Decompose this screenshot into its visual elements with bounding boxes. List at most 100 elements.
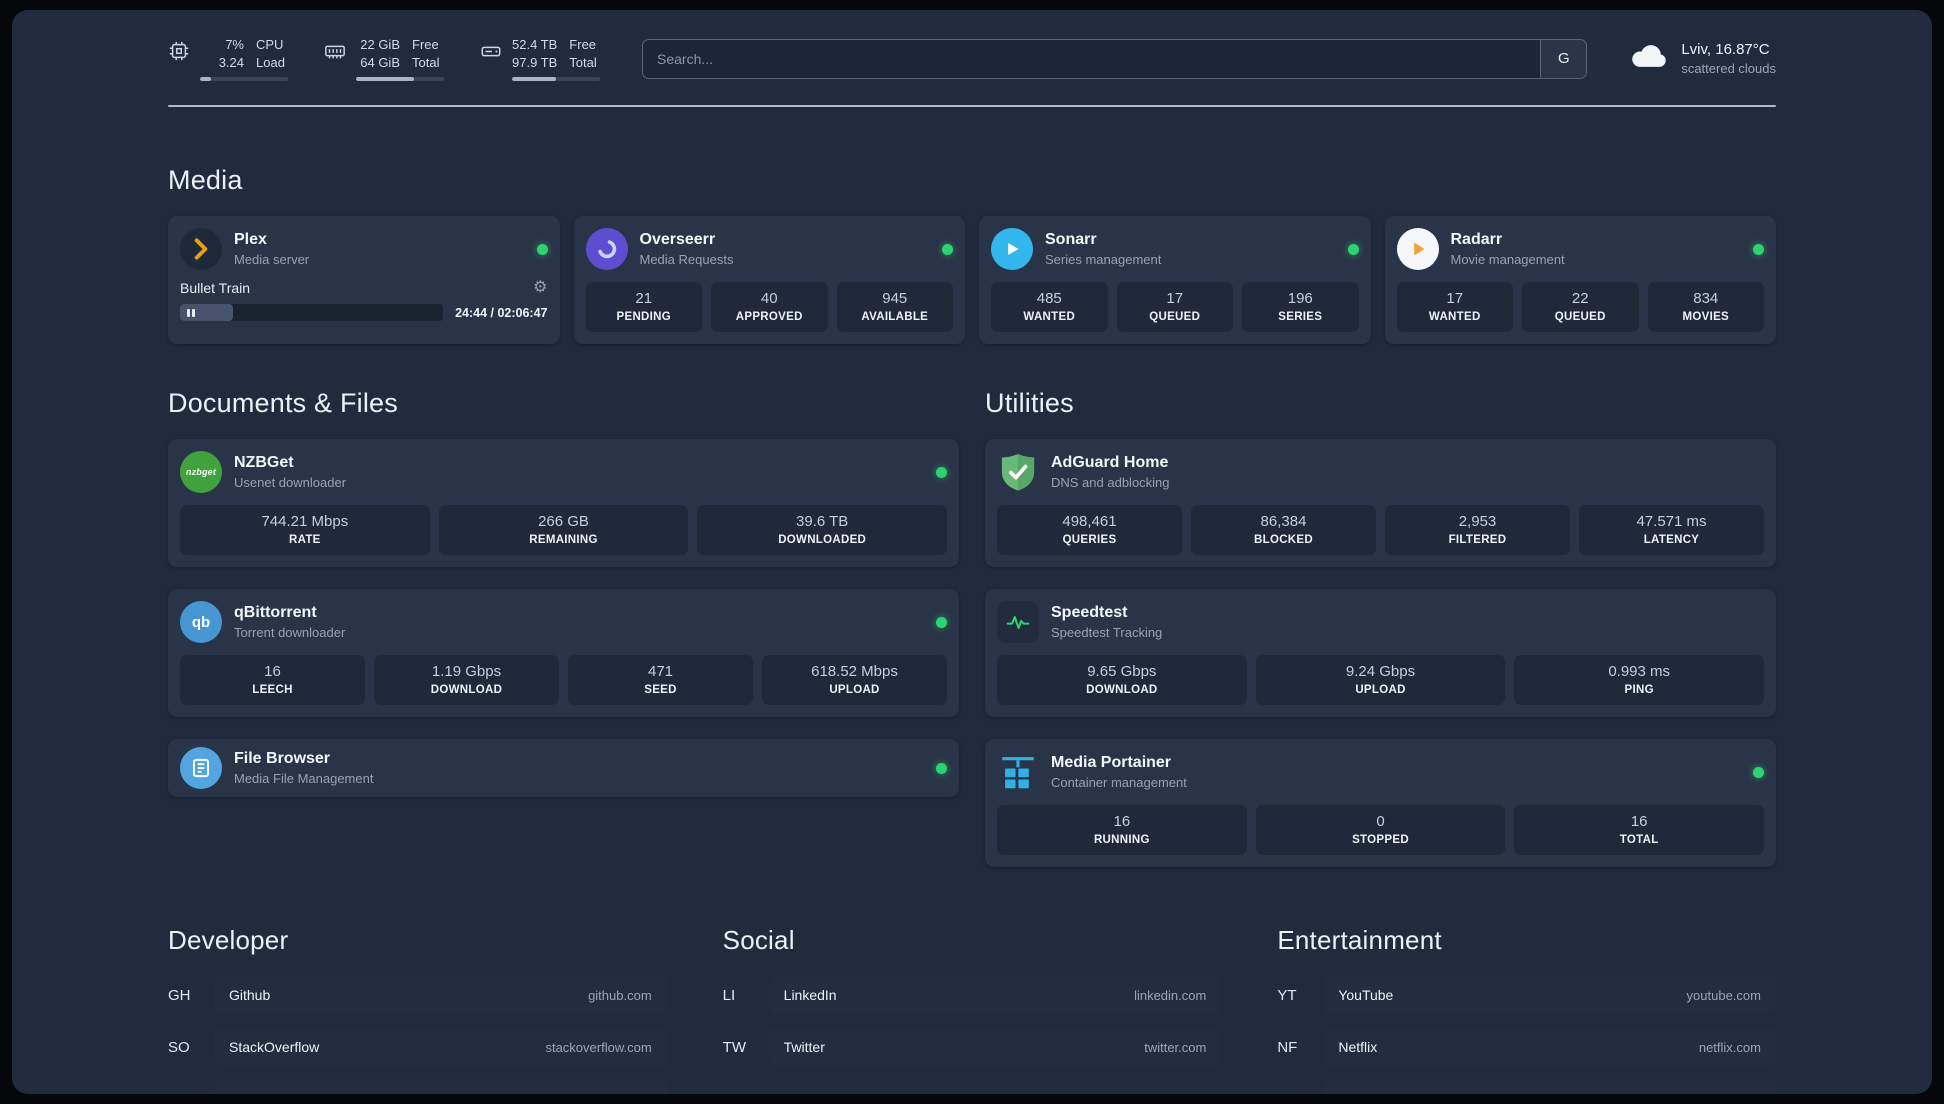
cpu-usage-bar xyxy=(200,76,288,81)
app-description: Series management xyxy=(1045,252,1162,267)
portainer-card: Media Portainer Container management 16 … xyxy=(985,739,1776,867)
qbittorrent-card: qb qBittorrent Torrent downloader 16 LEE… xyxy=(168,589,959,717)
list-item: RE Reddit reddit.com xyxy=(1277,1080,1776,1094)
speedtest-link[interactable]: Speedtest Speedtest Tracking xyxy=(1051,604,1162,640)
app-description: Media File Management xyxy=(234,771,374,786)
filebrowser-icon xyxy=(180,747,222,789)
status-dot xyxy=(936,762,947,774)
playback-progress-bar[interactable] xyxy=(180,304,444,321)
plex-card: Plex Media server Bullet Train ⚙ 24:44 /… xyxy=(168,216,560,344)
adguard-link[interactable]: AdGuard Home DNS and adblocking xyxy=(1051,454,1170,490)
search-input[interactable] xyxy=(643,39,1541,78)
stat-tile: 86,384 BLOCKED xyxy=(1191,505,1376,555)
radarr-icon xyxy=(1396,228,1439,270)
stat-tile: 945 AVAILABLE xyxy=(836,282,953,332)
memory-total-value: 64 GiB xyxy=(360,54,400,70)
media-card-grid: Plex Media server Bullet Train ⚙ 24:44 /… xyxy=(168,216,1776,344)
stat-tile: 9.24 Gbps UPLOAD xyxy=(1255,655,1506,705)
bookmark-groups: Developer GH Github github.com SO StackO… xyxy=(168,925,1776,1094)
app-name: Sonarr xyxy=(1045,231,1097,248)
bookmark-abbr: SO xyxy=(168,1038,190,1056)
section-title-entertainment: Entertainment xyxy=(1277,925,1442,955)
list-item: TW Twitter twitter.com xyxy=(723,1028,1222,1066)
app-description: Torrent downloader xyxy=(234,625,346,640)
bookmark-link-reddit[interactable]: Reddit reddit.com xyxy=(1323,1080,1776,1094)
weather-widget: Lviv, 16.87°C scattered clouds xyxy=(1629,36,1776,81)
memory-free-value: 22 GiB xyxy=(360,36,400,52)
section-title-documents: Documents & Files xyxy=(168,388,398,418)
stat-tile: 266 GB REMAINING xyxy=(438,505,689,555)
app-description: Media server xyxy=(234,252,310,267)
list-item: GH Github github.com xyxy=(168,976,667,1014)
bookmark-abbr: TW xyxy=(722,1038,746,1056)
bookmark-link-dev[interactable]: DEV dev.to xyxy=(214,1080,667,1094)
search-engine-button[interactable]: G xyxy=(1540,39,1587,78)
bookmark-abbr: LI xyxy=(722,986,736,1004)
radarr-link[interactable]: Radarr Movie management xyxy=(1451,231,1565,267)
bookmark-link-linkedin[interactable]: LinkedIn linkedin.com xyxy=(768,976,1222,1014)
gear-icon[interactable]: ⚙ xyxy=(533,279,548,296)
cpu-load-value: 3.24 xyxy=(218,54,244,70)
filebrowser-card: File Browser Media File Management xyxy=(168,739,959,797)
stat-tile: 39.6 TB DOWNLOADED xyxy=(697,505,948,555)
app-name: AdGuard Home xyxy=(1051,454,1169,471)
memory-total-label: Total xyxy=(412,54,440,70)
bookmark-link-github[interactable]: Github github.com xyxy=(214,976,667,1014)
stat-tile: 16 RUNNING xyxy=(997,805,1247,855)
app-description: Movie management xyxy=(1450,252,1565,267)
status-dot xyxy=(936,616,947,628)
plex-now-playing-widget: Bullet Train ⚙ 24:44 / 02:06:47 xyxy=(180,280,548,321)
plex-icon xyxy=(180,228,222,270)
filebrowser-link[interactable]: File Browser Media File Management xyxy=(234,750,373,786)
overseerr-icon xyxy=(585,228,628,270)
status-dot xyxy=(1753,243,1764,255)
sonarr-link[interactable]: Sonarr Series management xyxy=(1045,231,1161,267)
documents-column: Documents & Files nzbget NZBGet Usenet d… xyxy=(168,388,959,867)
bookmark-abbr: GH xyxy=(168,986,191,1004)
stat-tile: 21 PENDING xyxy=(585,282,702,332)
cpu-monitor: 7% 3.24 CPU Load xyxy=(168,37,288,81)
qbittorrent-link[interactable]: qBittorrent Torrent downloader xyxy=(234,604,345,640)
app-name: Speedtest xyxy=(1051,604,1128,621)
memory-monitor: 22 GiB 64 GiB Free Total xyxy=(324,37,444,81)
sonarr-card: Sonarr Series management 485 WANTED 17 Q… xyxy=(979,216,1371,344)
stat-tile: 47.571 ms LATENCY xyxy=(1579,505,1764,555)
list-item: DT DEV dev.to xyxy=(168,1080,667,1094)
app-name: qBittorrent xyxy=(234,604,317,621)
section-title-social: Social xyxy=(722,925,795,955)
bookmark-abbr: RE xyxy=(1277,1091,1323,1095)
portainer-link[interactable]: Media Portainer Container management xyxy=(1051,754,1187,790)
section-title-developer: Developer xyxy=(168,925,289,955)
bookmark-abbr: NF xyxy=(1277,1038,1298,1056)
bookmark-link-twitter[interactable]: Twitter twitter.com xyxy=(768,1028,1222,1066)
bookmark-abbr: DT xyxy=(168,1091,214,1095)
stat-tile: 618.52 Mbps UPLOAD xyxy=(762,655,947,705)
app-name: NZBGet xyxy=(234,454,294,471)
app-name: File Browser xyxy=(234,750,331,767)
storage-total-label: Total xyxy=(569,54,597,70)
stat-tile: 40 APPROVED xyxy=(711,282,828,332)
nzbget-link[interactable]: NZBGet Usenet downloader xyxy=(234,454,346,490)
storage-free-label: Free xyxy=(569,36,597,52)
cpu-load-label: Load xyxy=(256,54,285,70)
storage-total-value: 97.9 TB xyxy=(512,54,558,70)
utilities-column: Utilities AdGuard Home DNS and adblockin… xyxy=(985,388,1776,867)
plex-link[interactable]: Plex Media server xyxy=(234,231,309,267)
stat-tile: 498,461 QUERIES xyxy=(997,505,1182,555)
storage-icon xyxy=(480,40,502,62)
bookmark-link-youtube[interactable]: YouTube youtube.com xyxy=(1323,976,1776,1014)
pause-icon[interactable] xyxy=(187,308,195,317)
section-title-utilities: Utilities xyxy=(985,388,1074,418)
now-playing-title: Bullet Train xyxy=(180,280,251,296)
sonarr-icon xyxy=(991,228,1033,270)
cpu-usage-label: CPU xyxy=(256,36,284,52)
bookmark-link-stackoverflow[interactable]: StackOverflow stackoverflow.com xyxy=(214,1028,667,1066)
bookmark-group-social: Social LI LinkedIn linkedin.com TW Twitt… xyxy=(723,925,1222,1066)
app-name: Plex xyxy=(234,231,267,248)
bookmark-link-netflix[interactable]: Netflix netflix.com xyxy=(1323,1028,1776,1066)
list-item: YT YouTube youtube.com xyxy=(1277,976,1776,1014)
qbittorrent-icon: qb xyxy=(180,601,222,643)
overseerr-link[interactable]: Overseerr Media Requests xyxy=(640,231,734,267)
stat-tile: 2,953 FILTERED xyxy=(1385,505,1570,555)
